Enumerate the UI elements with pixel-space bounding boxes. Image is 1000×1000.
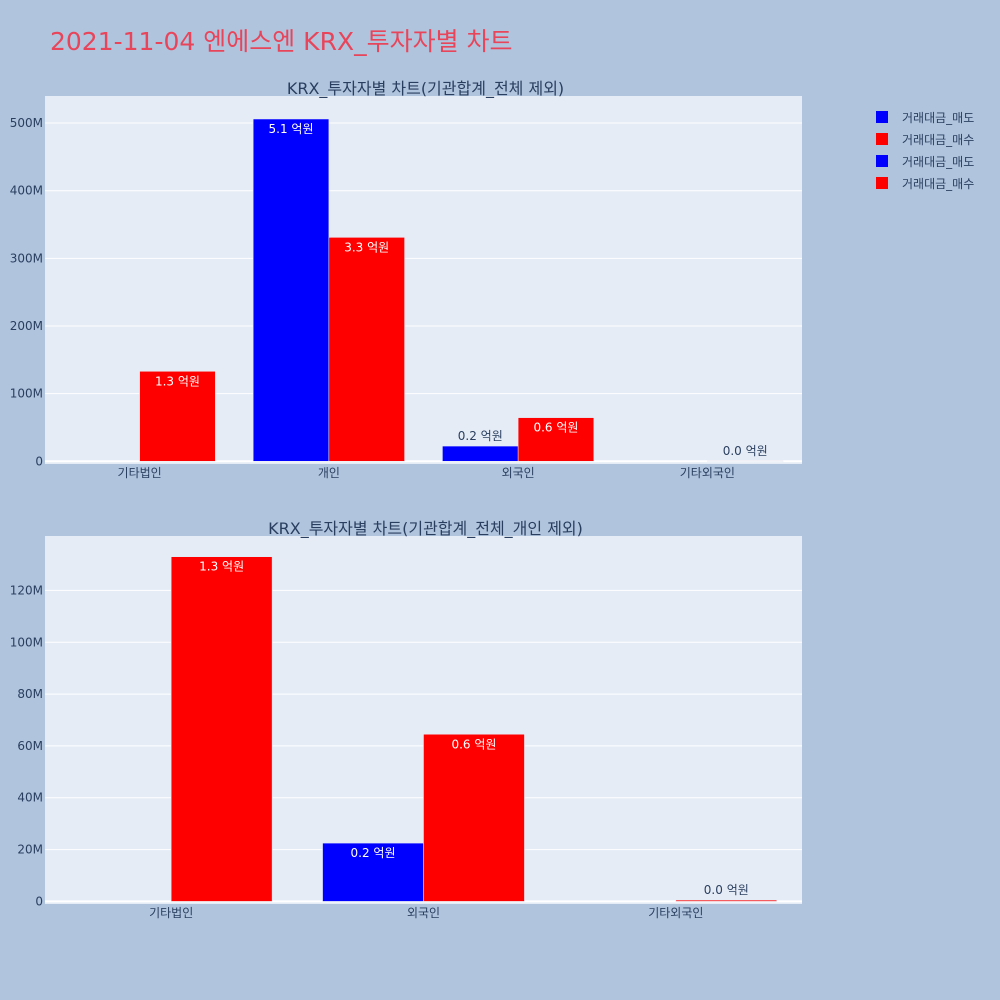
chart-title: KRX_투자자별 차트(기관합계_전체_개인 제외) [268, 519, 583, 539]
x-tick-label: 기타법인 [118, 466, 162, 480]
data-label: 0.6 억원 [451, 737, 496, 751]
data-label: 1.3 억원 [155, 374, 200, 388]
data-label: 0.2 억원 [351, 846, 396, 860]
chart-title: KRX_투자자별 차트(기관합계_전체 제외) [287, 79, 564, 99]
x-tick-label: 외국인 [502, 466, 535, 480]
data-label: 1.3 억원 [199, 560, 244, 574]
y-tick-label: 200M [10, 319, 43, 333]
y-tick-label: 60M [17, 739, 43, 753]
data-label: 0.0 억원 [723, 444, 768, 458]
page-title: 2021-11-04 엔에스엔 KRX_투자자별 차트 [50, 27, 513, 56]
x-tick-label: 기타법인 [149, 906, 193, 920]
legend-label: 거래대금_매도 [902, 154, 975, 169]
data-label: 0.6 억원 [533, 421, 578, 435]
bar [322, 842, 424, 902]
bar [517, 417, 595, 462]
y-tick-label: 0 [35, 894, 43, 908]
bar [170, 556, 273, 902]
legend-swatch [876, 133, 888, 145]
bar [675, 899, 778, 902]
legend-swatch [876, 111, 888, 123]
legend: 거래대금_매도 거래대금_매수 거래대금_매도 거래대금_매수 [870, 106, 974, 194]
bar [423, 734, 525, 902]
y-tick-label: 300M [10, 251, 43, 265]
y-tick-label: 500M [10, 116, 43, 130]
x-tick-label: 개인 [318, 466, 340, 480]
data-label: 0.0 억원 [704, 883, 749, 897]
legend-swatch [876, 155, 888, 167]
legend-item[interactable]: 거래대금_매수 [870, 172, 974, 194]
legend-item[interactable]: 거래대금_매수 [870, 128, 974, 150]
y-tick-label: 120M [10, 583, 43, 597]
bar [139, 371, 216, 462]
y-tick-label: 80M [17, 687, 43, 701]
bar [252, 118, 330, 462]
y-tick-label: 100M [10, 387, 43, 401]
legend-label: 거래대금_매도 [902, 110, 975, 125]
x-tick-label: 기타외국인 [680, 466, 735, 480]
bar [328, 237, 405, 462]
legend-item[interactable]: 거래대금_매도 [870, 106, 974, 128]
x-tick-label: 기타외국인 [648, 906, 703, 920]
bar [442, 445, 519, 462]
data-label: 0.2 억원 [458, 429, 503, 443]
legend-item[interactable]: 거래대금_매도 [870, 150, 974, 172]
y-tick-label: 20M [17, 843, 43, 857]
x-tick-label: 외국인 [407, 906, 440, 920]
legend-label: 거래대금_매수 [902, 132, 975, 147]
legend-swatch [876, 177, 888, 189]
legend-label: 거래대금_매수 [902, 176, 975, 191]
y-tick-label: 400M [10, 184, 43, 198]
data-label: 3.3 억원 [344, 240, 389, 254]
y-tick-label: 0 [35, 454, 43, 468]
y-tick-label: 40M [17, 791, 43, 805]
y-tick-label: 100M [10, 635, 43, 649]
data-label: 5.1 억원 [269, 122, 314, 136]
